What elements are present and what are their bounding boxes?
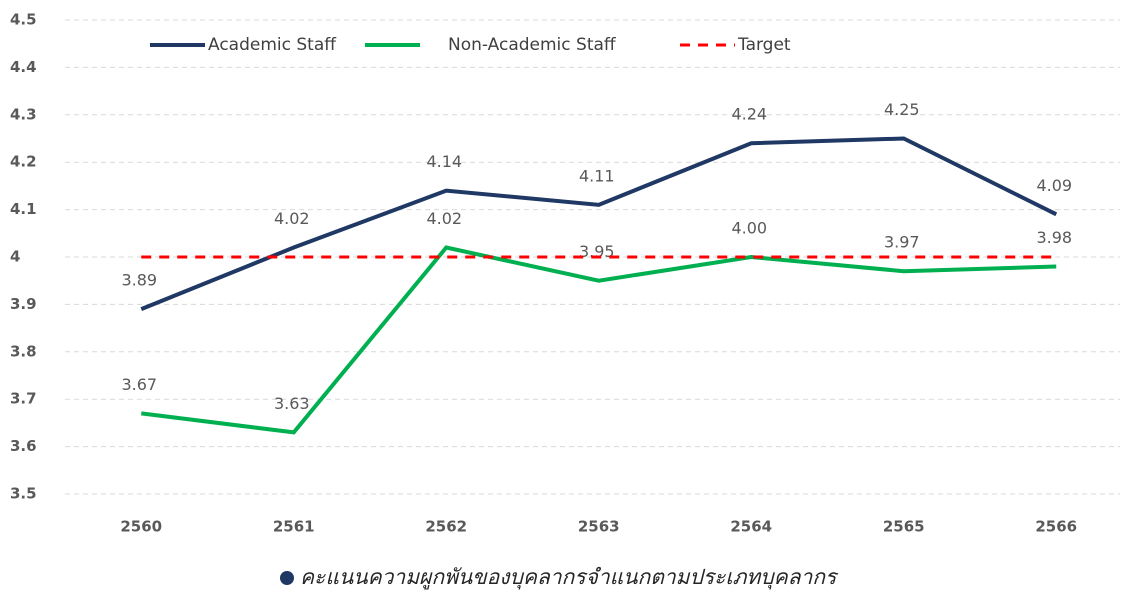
y-tick-label: 3.6 xyxy=(10,437,37,455)
data-label: 4.02 xyxy=(274,209,310,228)
x-tick-label: 2562 xyxy=(425,518,467,536)
y-tick-label: 3.5 xyxy=(10,485,37,503)
y-tick-label: 4.1 xyxy=(10,200,37,218)
series-line xyxy=(141,245,1057,435)
y-tick-label: 3.8 xyxy=(10,342,37,360)
x-tick-label: 2564 xyxy=(730,518,772,536)
y-tick-label: 4.5 xyxy=(10,11,37,29)
x-tick-label: 2563 xyxy=(578,518,620,536)
data-label: 3.95 xyxy=(579,242,615,261)
x-tick-label: 2561 xyxy=(273,518,315,536)
x-tick-label: 2565 xyxy=(883,518,925,536)
y-tick-label: 4.3 xyxy=(10,105,37,123)
data-label: 4.14 xyxy=(426,152,462,171)
data-label: 3.98 xyxy=(1036,228,1072,247)
data-label: 3.89 xyxy=(121,271,157,290)
y-tick-label: 4.2 xyxy=(10,153,37,171)
data-label: 4.11 xyxy=(579,166,615,185)
caption-bullet xyxy=(280,571,294,585)
data-label: 4.09 xyxy=(1036,176,1072,195)
x-tick-label: 2560 xyxy=(120,518,162,536)
data-label: 3.67 xyxy=(121,375,157,394)
caption: คะแนนความผูกพันของบุคลากรจำแนกตามประเภทบ… xyxy=(300,565,839,590)
y-tick-label: 3.9 xyxy=(10,295,37,313)
data-label: 3.63 xyxy=(274,394,310,413)
y-tick-label: 4.4 xyxy=(10,58,37,76)
data-label: 4.25 xyxy=(884,100,920,119)
data-label: 4.02 xyxy=(426,209,462,228)
x-tick-label: 2566 xyxy=(1035,518,1077,536)
y-tick-label: 3.7 xyxy=(10,390,37,408)
data-label: 4.24 xyxy=(731,105,767,124)
y-tick-label: 4 xyxy=(10,248,20,266)
legend-label: Target xyxy=(737,35,791,55)
series-line xyxy=(140,136,1058,311)
data-label: 4.00 xyxy=(731,219,767,238)
data-label: 3.97 xyxy=(884,233,920,252)
legend-label: Non-Academic Staff xyxy=(448,35,617,55)
legend-label: Academic Staff xyxy=(208,35,337,55)
